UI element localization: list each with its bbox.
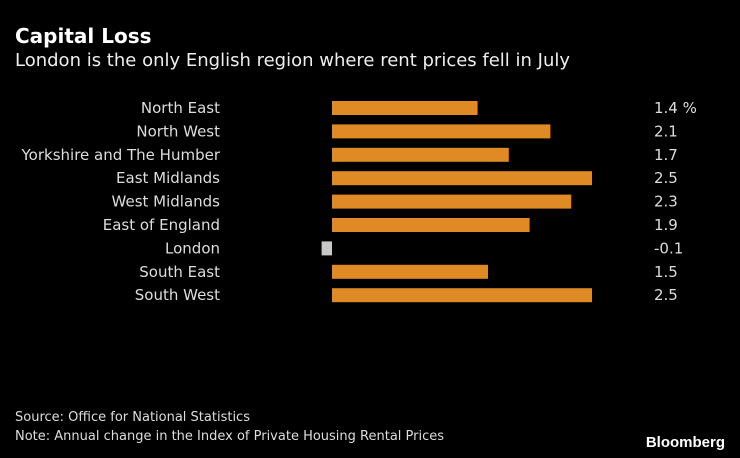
category-label: Yorkshire and The Humber — [21, 146, 221, 164]
bar-south-east — [332, 264, 488, 279]
bar-west-midlands — [332, 194, 572, 209]
value-label: -0.1 — [654, 239, 683, 257]
bar-london — [321, 241, 332, 256]
category-label: East of England — [103, 216, 220, 234]
bar-north-west — [332, 124, 551, 139]
value-label: 2.1 — [654, 122, 678, 140]
bar-north-east — [332, 101, 478, 115]
bar-east-midlands — [332, 171, 592, 186]
value-label: 2.3 — [654, 193, 678, 211]
category-label: South East — [139, 263, 220, 281]
category-label: London — [165, 239, 220, 257]
bloomberg-logo: Bloomberg — [645, 434, 725, 451]
category-label: South West — [135, 286, 220, 304]
category-label: West Midlands — [112, 193, 221, 211]
value-label: 1.5 — [654, 263, 678, 281]
value-label: 1.4 % — [654, 99, 697, 117]
category-label: East Midlands — [116, 169, 220, 187]
bar-yorkshire-and-the-humber — [332, 147, 509, 162]
bar-east-of-england — [332, 218, 530, 232]
value-label: 1.7 — [654, 146, 678, 164]
chart-title: Capital Loss — [15, 24, 152, 48]
source-note: Source: Office for National Statistics — [15, 410, 250, 425]
category-label: North West — [136, 122, 220, 140]
chart-subtitle: London is the only English region where … — [15, 50, 571, 71]
value-label: 1.9 — [654, 216, 678, 234]
bar-south-west — [332, 288, 592, 303]
category-label: North East — [141, 99, 220, 117]
value-label: 2.5 — [654, 169, 678, 187]
value-label: 2.5 — [654, 286, 678, 304]
footnote: Note: Annual change in the Index of Priv… — [15, 429, 445, 444]
